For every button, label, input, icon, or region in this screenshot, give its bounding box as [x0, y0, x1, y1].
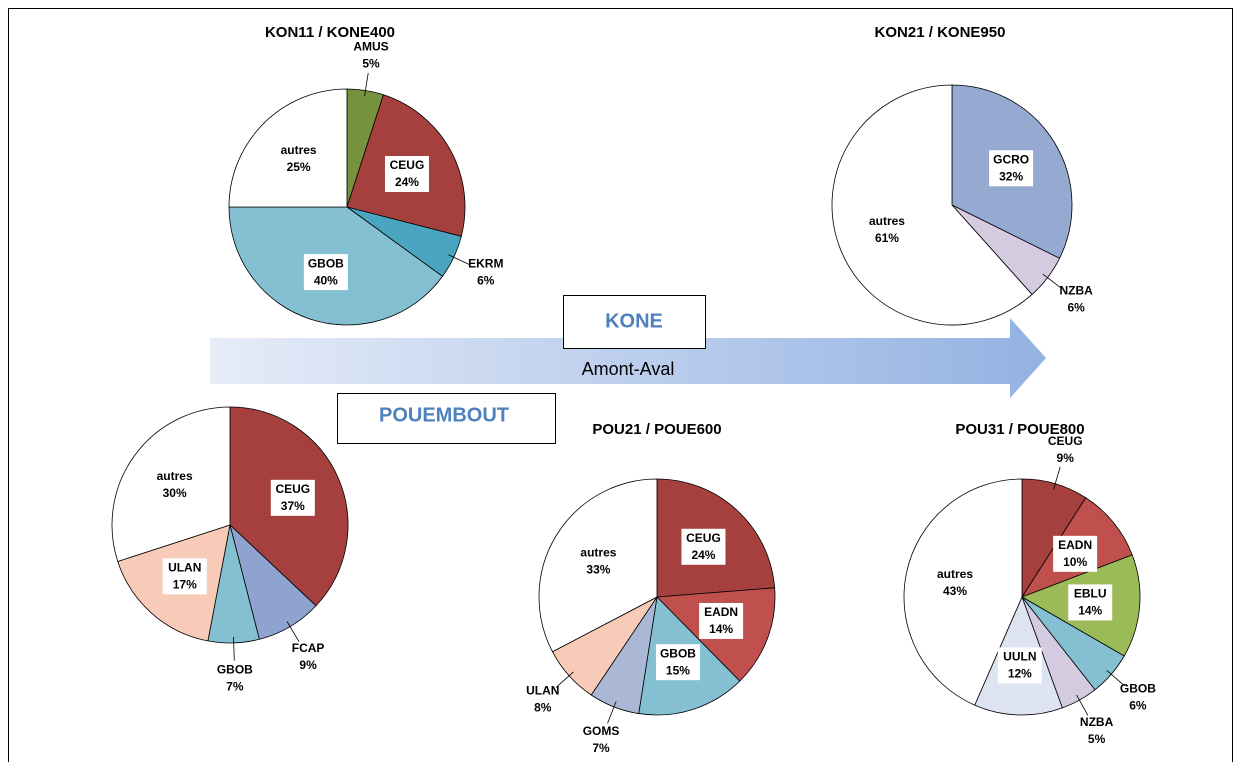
slice-name: GBOB — [217, 662, 253, 676]
label-box — [699, 602, 744, 639]
slice-name: autres — [937, 567, 973, 581]
slice-name: GBOB — [1120, 682, 1156, 696]
pie-slice — [538, 478, 658, 653]
slice-value: 24% — [395, 175, 419, 189]
slice-name: autres — [580, 546, 616, 560]
slice-value: 25% — [287, 160, 311, 174]
slice-value: 24% — [691, 548, 715, 562]
slice-value: 37% — [281, 499, 305, 513]
slice-value: 17% — [173, 578, 197, 592]
slice-value: 10% — [1063, 555, 1087, 569]
slice-value: 8% — [534, 701, 552, 715]
slice-value: 40% — [314, 273, 338, 287]
pie-title: POU31 / POUE800 — [955, 421, 1084, 438]
leader-line — [233, 637, 235, 661]
leader-line — [1076, 694, 1089, 716]
pie-title: POU21 / POUE600 — [592, 421, 721, 438]
leader-line — [607, 701, 617, 724]
slice-name: autres — [869, 214, 905, 228]
label-box — [1068, 584, 1113, 621]
label-box — [270, 479, 315, 516]
label-box — [1053, 535, 1098, 572]
leader-line — [448, 254, 470, 266]
label-box — [303, 254, 348, 291]
pie-slice — [228, 88, 348, 208]
slice-value: 33% — [586, 563, 610, 577]
slice-name: ULAN — [168, 561, 201, 575]
slice-name: CEUG — [1048, 434, 1083, 448]
slice-name: NZBA — [1059, 284, 1093, 298]
label-box — [997, 647, 1042, 684]
pouembout-box — [337, 393, 556, 444]
slice-value: 61% — [875, 231, 899, 245]
slice-value: 6% — [1129, 699, 1147, 713]
pouembout-label: POUEMBOUT — [379, 404, 509, 426]
slice-name: GOMS — [583, 724, 620, 738]
slice-value: 14% — [1078, 604, 1102, 618]
slice-name: autres — [157, 469, 193, 483]
leader-line — [364, 72, 369, 97]
pie-title: KON11 / KONE400 — [265, 24, 395, 41]
slice-name: autres — [281, 143, 317, 157]
label-box — [384, 156, 429, 193]
slice-value: 6% — [477, 273, 495, 287]
flow-label: Amont-Aval — [582, 359, 675, 379]
slice-value: 14% — [709, 622, 733, 636]
slice-value: 5% — [362, 57, 380, 71]
leader-line — [1106, 670, 1125, 687]
pie-title: KON21 / KONE950 — [875, 24, 1006, 41]
pie-slice — [111, 406, 231, 562]
slice-value: 9% — [1057, 451, 1075, 465]
slice-name: EKRM — [468, 256, 503, 270]
slice-value: 30% — [163, 486, 187, 500]
slice-name: UULN — [1003, 650, 1036, 664]
pie-slice — [831, 84, 1033, 326]
slice-value: 6% — [1067, 301, 1085, 315]
pie-slice — [903, 478, 1023, 706]
label-box — [681, 528, 726, 565]
slice-name: EADN — [1058, 538, 1092, 552]
slice-name: GCRO — [993, 152, 1029, 166]
label-box — [655, 644, 700, 681]
slice-name: EADN — [704, 605, 738, 619]
slice-name: GBOB — [308, 256, 344, 270]
slice-value: 7% — [592, 741, 610, 755]
leader-line — [286, 621, 300, 643]
slice-name: FCAP — [292, 641, 325, 655]
slice-name: CEUG — [275, 482, 310, 496]
slice-value: 9% — [299, 658, 317, 672]
slice-value: 5% — [1088, 732, 1106, 746]
slice-name: AMUS — [353, 40, 388, 54]
slice-value: 7% — [226, 679, 244, 693]
frame — [8, 8, 1233, 762]
slice-name: CEUG — [390, 158, 425, 172]
label-box — [989, 150, 1034, 187]
kone-label: KONE — [605, 310, 663, 332]
slice-name: CEUG — [686, 531, 721, 545]
slice-value: 12% — [1008, 667, 1032, 681]
slice-value: 15% — [666, 663, 690, 677]
label-box — [162, 558, 207, 595]
kone-box — [563, 295, 706, 349]
slice-name: GBOB — [660, 646, 696, 660]
slice-value: 32% — [999, 169, 1023, 183]
leader-line — [1042, 273, 1063, 289]
slice-value: 43% — [943, 584, 967, 598]
leader-line — [1053, 466, 1061, 490]
slice-name: EBLU — [1074, 587, 1107, 601]
slice-name: NZBA — [1080, 715, 1114, 729]
leader-line — [555, 671, 574, 688]
slice-name: ULAN — [526, 684, 559, 698]
flow-arrow — [210, 318, 1046, 398]
